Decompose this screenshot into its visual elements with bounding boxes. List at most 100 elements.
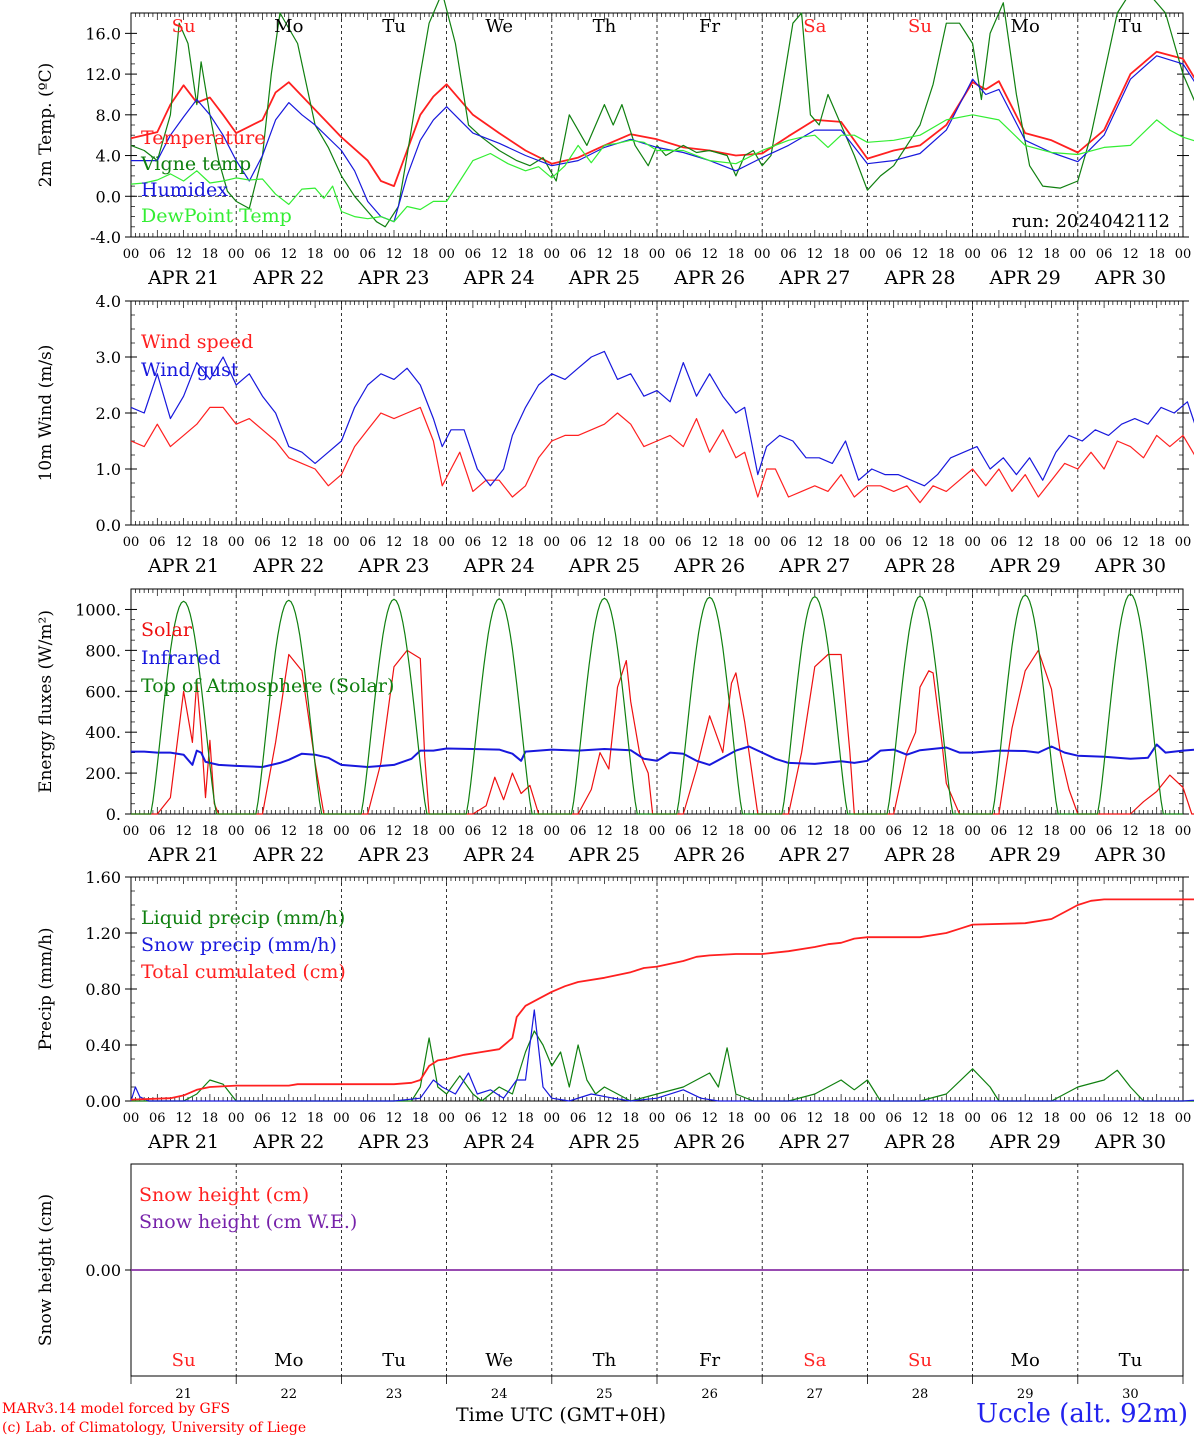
x-hour-label: 00: [649, 824, 666, 839]
x-hour-label: 00: [964, 247, 981, 262]
x-hour-label: 12: [1122, 535, 1139, 550]
x-hour-label: 18: [517, 247, 534, 262]
x-hour-label: 00: [438, 247, 455, 262]
y-tick-label: 0.0: [96, 516, 121, 535]
day-number-label: 28: [912, 1387, 929, 1402]
x-day-label: APR 22: [252, 267, 324, 289]
y-axis-title: Precip (mm/h): [36, 927, 56, 1050]
x-day-label: APR 28: [883, 555, 955, 577]
x-hour-label: 18: [622, 824, 639, 839]
x-hour-label: 00: [123, 824, 140, 839]
x-hour-label: 18: [1148, 1111, 1165, 1126]
weekday-label: Su: [908, 1350, 932, 1371]
x-day-label: APR 21: [147, 844, 219, 866]
x-day-label: APR 26: [673, 267, 745, 289]
x-hour-label: 06: [885, 247, 902, 262]
x-hour-label: 00: [1070, 247, 1087, 262]
x-hour-label: 12: [1122, 247, 1139, 262]
series-line-infrared: [131, 743, 1194, 768]
x-day-label: APR 27: [778, 555, 850, 577]
day-number-label: 23: [386, 1387, 403, 1402]
x-day-label: APR 29: [989, 555, 1061, 577]
x-day-label: APR 25: [568, 267, 640, 289]
legend-entry: Solar: [141, 619, 193, 641]
series-line-dewpoint-temp: [130, 114, 1194, 223]
y-axis-title: Energy fluxes (W/m²): [36, 610, 56, 793]
weekday-label: Mo: [274, 16, 303, 37]
x-hour-label: 06: [570, 824, 587, 839]
x-hour-label: 00: [754, 247, 771, 262]
x-day-label: APR 22: [252, 555, 324, 577]
x-day-label: APR 23: [357, 555, 429, 577]
x-hour-label: 00: [438, 1111, 455, 1126]
panel-3: [125, 588, 1194, 815]
panel-4: [125, 876, 1194, 1102]
x-hour-label: 00: [1070, 824, 1087, 839]
x-hour-label: 00: [333, 535, 350, 550]
x-day-label: APR 25: [568, 555, 640, 577]
y-tick-label: 3.0: [96, 348, 121, 367]
x-hour-label: 06: [991, 824, 1008, 839]
x-hour-label: 18: [412, 535, 429, 550]
credit-line-lab: (c) Lab. of Climatology, University of L…: [2, 1420, 307, 1436]
series-line-total-cumulated-cm: [130, 898, 1194, 1101]
weekday-label: Fr: [699, 1350, 720, 1371]
y-tick-label: 4.0: [96, 292, 121, 311]
x-hour-label: 00: [544, 1111, 561, 1126]
x-hour-label: 18: [202, 1111, 219, 1126]
x-hour-label: 12: [912, 535, 929, 550]
weekday-label: Mo: [1011, 1350, 1040, 1371]
legend-entry: Top of Atmosphere (Solar): [141, 675, 394, 697]
x-hour-label: 06: [149, 247, 166, 262]
x-hour-label: 12: [596, 824, 613, 839]
x-hour-label: 00: [544, 535, 561, 550]
x-hour-label: 12: [701, 1111, 718, 1126]
x-hour-label: 18: [938, 824, 955, 839]
x-hour-label: 18: [517, 824, 534, 839]
x-day-label: APR 29: [989, 844, 1061, 866]
x-day-label: APR 22: [252, 1131, 324, 1153]
x-day-label: APR 24: [463, 1131, 535, 1153]
x-hour-label: 12: [491, 535, 508, 550]
panel-frame: [130, 12, 1184, 238]
weekday-label: Th: [593, 1350, 617, 1371]
series-line-humidex: [131, 55, 1194, 223]
x-hour-label: 06: [780, 824, 797, 839]
x-day-label: APR 28: [883, 1131, 955, 1153]
x-hour-label: 00: [1175, 247, 1192, 262]
x-hour-label: 06: [570, 535, 587, 550]
x-hour-label: 12: [491, 824, 508, 839]
x-day-label: APR 21: [147, 1131, 219, 1153]
x-hour-label: 12: [491, 1111, 508, 1126]
x-hour-label: 00: [964, 1111, 981, 1126]
day-number-label: 29: [1017, 1387, 1034, 1402]
x-hour-label: 00: [228, 247, 245, 262]
x-hour-label: 18: [833, 535, 850, 550]
x-hour-label: 18: [412, 824, 429, 839]
x-hour-label: 00: [754, 824, 771, 839]
x-hour-label: 18: [307, 1111, 324, 1126]
x-day-label: APR 30: [1094, 844, 1166, 866]
x-day-label: APR 21: [147, 555, 219, 577]
x-hour-label: 06: [780, 247, 797, 262]
x-hour-label: 18: [1148, 824, 1165, 839]
x-hour-label: 06: [254, 1111, 271, 1126]
x-hour-label: 12: [912, 824, 929, 839]
x-hour-label: 06: [1096, 824, 1113, 839]
x-hour-label: 18: [307, 535, 324, 550]
x-hour-label: 12: [281, 535, 298, 550]
legend-entry: Snow height (cm W.E.): [139, 1211, 357, 1233]
x-hour-label: 18: [1148, 247, 1165, 262]
x-hour-label: 12: [701, 535, 718, 550]
x-hour-label: 06: [991, 1111, 1008, 1126]
x-day-label: APR 25: [568, 1131, 640, 1153]
x-hour-label: 06: [149, 1111, 166, 1126]
day-number-label: 25: [596, 1387, 613, 1402]
panel-5: [125, 1163, 1189, 1384]
x-hour-label: 12: [807, 824, 824, 839]
x-hour-label: 12: [596, 535, 613, 550]
x-hour-label: 12: [281, 824, 298, 839]
y-tick-label: 1.20: [85, 924, 121, 943]
y-tick-label: 1.60: [85, 868, 121, 887]
x-hour-label: 06: [465, 535, 482, 550]
